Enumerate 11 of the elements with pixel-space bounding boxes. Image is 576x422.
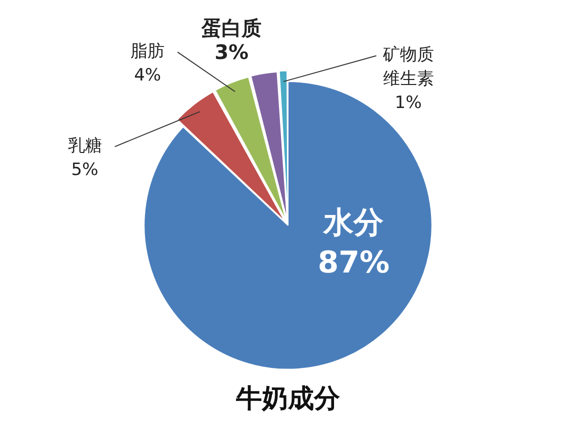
data-label: 1% bbox=[394, 93, 422, 114]
data-label: 3% bbox=[214, 40, 249, 64]
slice-label: 水分 bbox=[322, 206, 384, 241]
data-label: 87% bbox=[318, 246, 390, 281]
slice-label: 矿物质维生素 bbox=[382, 45, 434, 90]
slice-label: 脂肪 bbox=[130, 41, 165, 62]
text: 牛奶成分 bbox=[235, 384, 341, 414]
slice-label: 乳糖 bbox=[68, 136, 102, 156]
data-label: 5% bbox=[71, 160, 98, 180]
data-label: 4% bbox=[134, 65, 162, 86]
slice-label: 蛋白质 bbox=[200, 16, 262, 40]
